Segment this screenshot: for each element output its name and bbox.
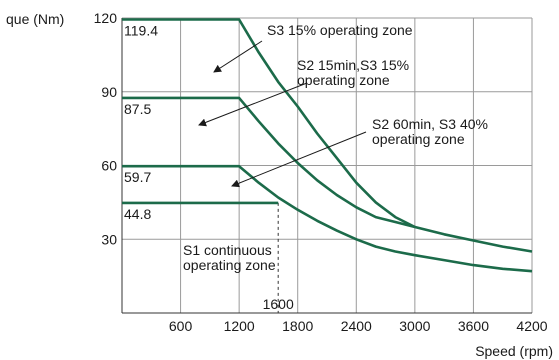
series-group <box>122 18 533 273</box>
y-tick-label: 90 <box>101 84 117 100</box>
rated-speed-label: 1600 <box>263 296 294 312</box>
data-label: 87.5 <box>124 101 151 117</box>
x-tick-labels: 600 1200 1800 2400 3000 3600 4200 <box>169 318 548 334</box>
grid-lines <box>122 17 533 313</box>
y-tick-label: 60 <box>101 158 117 174</box>
annotation-text: S2 15min,S3 15% <box>297 57 409 73</box>
x-tick-label: 1200 <box>224 318 255 334</box>
data-label: 119.4 <box>124 22 158 38</box>
annotation-text: operating zone <box>297 72 390 88</box>
y-axis-label: que (Nm) <box>6 11 64 27</box>
annotation-text: operating zone <box>372 131 465 147</box>
annotation-text: S1 continuous <box>183 242 272 258</box>
x-tick-label: 3600 <box>458 318 489 334</box>
x-tick-label: 3000 <box>399 318 430 334</box>
x-tick-label: 2400 <box>341 318 372 334</box>
y-tick-label: 30 <box>101 231 117 247</box>
x-axis-label: Speed (rpm) <box>475 343 553 359</box>
annotation-arrow <box>198 82 308 127</box>
annotation-text: S3 15% operating zone <box>267 22 413 38</box>
x-tick-label: 4200 <box>516 318 547 334</box>
data-labels: 119.4 87.5 59.7 44.8 <box>124 22 158 221</box>
y-tick-labels: 30 60 90 120 <box>94 10 118 247</box>
s2-15min-curve <box>122 96 533 253</box>
reference-line-group: 1600 <box>263 202 294 313</box>
y-tick-label: 120 <box>94 10 118 26</box>
data-label: 44.8 <box>124 206 151 222</box>
annotation-text: operating zone <box>183 257 276 273</box>
annotation-text: S2 60min, S3 40% <box>372 116 488 132</box>
s2-60min-curve <box>122 164 533 273</box>
x-tick-label: 1800 <box>282 318 313 334</box>
annotation-arrow <box>213 40 263 73</box>
x-tick-label: 600 <box>169 318 193 334</box>
s3-15pct-curve <box>122 18 416 229</box>
data-label: 59.7 <box>124 169 151 185</box>
annotation-arrow <box>231 131 367 188</box>
